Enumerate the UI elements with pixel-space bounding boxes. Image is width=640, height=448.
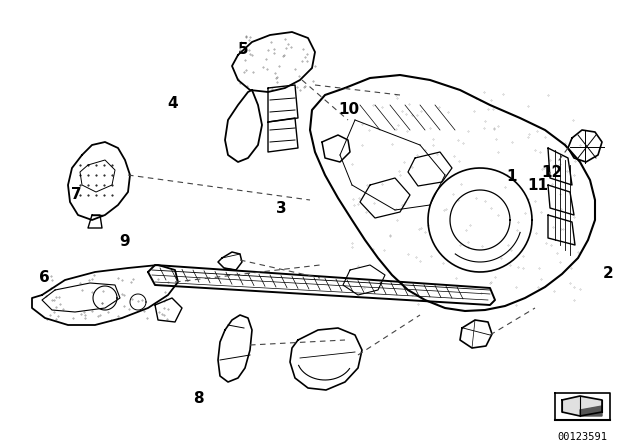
- Text: 2: 2: [603, 266, 613, 281]
- Text: 8: 8: [193, 391, 204, 406]
- Text: 11: 11: [527, 178, 548, 194]
- Text: 9: 9: [120, 234, 130, 250]
- Polygon shape: [580, 406, 602, 416]
- Text: 1: 1: [507, 169, 517, 185]
- Text: 10: 10: [338, 102, 360, 117]
- Text: 12: 12: [541, 165, 563, 180]
- Text: 5: 5: [238, 42, 248, 57]
- Text: 00123591: 00123591: [557, 432, 607, 442]
- Polygon shape: [562, 396, 602, 416]
- Text: 7: 7: [72, 187, 82, 202]
- Text: 4: 4: [168, 95, 178, 111]
- Text: 6: 6: [40, 270, 50, 285]
- Text: 3: 3: [276, 201, 287, 216]
